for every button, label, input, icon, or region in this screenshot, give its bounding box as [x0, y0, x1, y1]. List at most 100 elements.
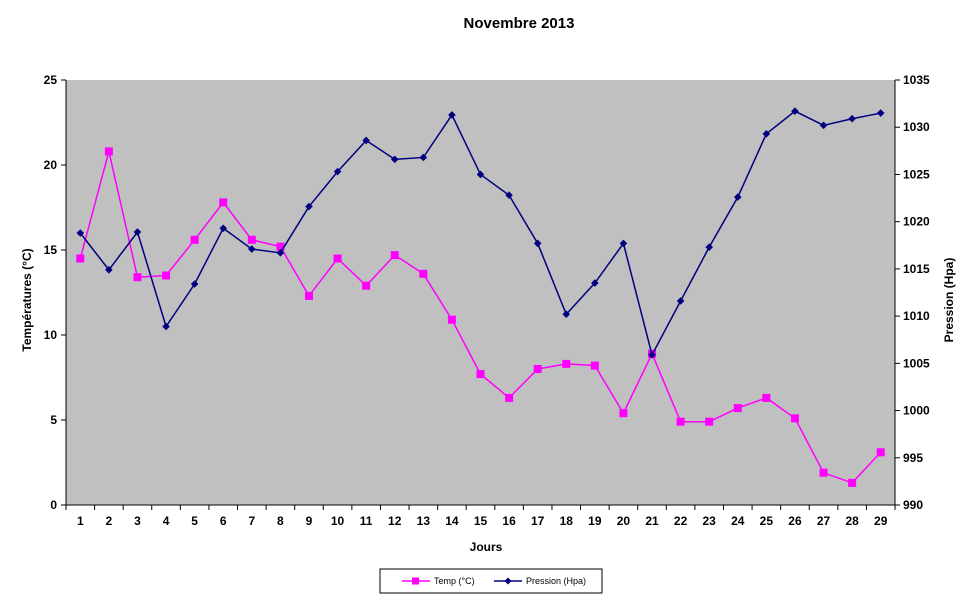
x-tick-label: 20 — [617, 514, 631, 528]
x-axis-title: Jours — [470, 540, 503, 554]
data-point — [676, 417, 685, 426]
legend-temp-marker — [412, 577, 419, 585]
data-point — [190, 280, 199, 288]
right-axis: 990 995 1000 1005 1010 1015 1020 1025 1030 1035 — [894, 73, 930, 512]
x-tick-label: 9 — [306, 514, 313, 528]
data-point — [619, 239, 628, 248]
left-tick-label: 20 — [44, 158, 58, 172]
data-point — [76, 229, 85, 237]
x-tick-label: 6 — [220, 514, 227, 528]
data-point — [591, 279, 599, 287]
data-point — [733, 404, 742, 413]
x-tick-label: 4 — [163, 514, 170, 528]
data-point — [762, 130, 771, 138]
data-point — [791, 107, 799, 115]
data-point — [562, 310, 571, 319]
left-tick-label: 5 — [50, 413, 57, 427]
data-point — [476, 370, 485, 379]
series-temperature — [76, 147, 885, 487]
data-point — [705, 243, 713, 251]
data-point — [876, 109, 885, 117]
data-point — [447, 315, 456, 324]
right-tick-label: 1025 — [903, 167, 930, 181]
x-tick-label: 24 — [731, 514, 745, 528]
x-tick-label: 17 — [531, 514, 545, 528]
series-layer — [76, 107, 885, 487]
x-tick-label: 29 — [874, 514, 888, 528]
x-tick-label: 27 — [817, 514, 831, 528]
data-point — [762, 393, 771, 402]
right-tick-label: 1020 — [903, 215, 930, 229]
series-pressure — [76, 107, 885, 359]
data-point — [819, 468, 828, 477]
data-point — [733, 193, 742, 201]
legend-pressure-marker — [504, 577, 512, 585]
x-tick-label: 23 — [703, 514, 717, 528]
right-tick-label: 1000 — [903, 404, 930, 418]
data-point — [162, 322, 170, 331]
x-tick-label: 14 — [445, 514, 459, 528]
right-tick-label: 1005 — [903, 356, 930, 370]
x-tick-label: 15 — [474, 514, 488, 528]
data-point — [133, 273, 142, 282]
x-tick-label: 10 — [331, 514, 345, 528]
data-point — [390, 155, 399, 164]
x-tick-label: 1 — [77, 514, 84, 528]
x-tick-label: 11 — [360, 514, 373, 528]
data-point — [276, 242, 285, 251]
x-tick-label: 3 — [134, 514, 141, 528]
data-point — [505, 191, 513, 200]
left-tick-label: 15 — [44, 243, 58, 257]
data-point — [819, 121, 828, 130]
data-point — [533, 239, 542, 248]
x-tick-label: 12 — [388, 514, 402, 528]
x-tick-label: 28 — [845, 514, 859, 528]
data-point — [362, 281, 371, 290]
left-tick-label: 10 — [44, 328, 58, 342]
data-point — [76, 254, 85, 263]
data-point — [505, 393, 514, 402]
data-point — [133, 228, 142, 236]
legend: Temp (°C) Pression (Hpa) — [379, 568, 603, 594]
left-axis: 0 5 10 15 20 25 — [44, 73, 67, 512]
x-tick-label: 25 — [760, 514, 774, 528]
right-tick-label: 995 — [903, 451, 923, 465]
x-axis: 1 2 3 4 5 6 7 8 9 10 11 12 13 14 15 16 17 18 19 20 21 22 23 24 2… — [65, 504, 896, 528]
legend-pressure-label: Pression (Hpa) — [526, 576, 586, 586]
x-tick-label: 8 — [277, 514, 284, 528]
left-tick-label: 25 — [44, 73, 58, 87]
x-tick-label: 16 — [502, 514, 516, 528]
right-tick-label: 1035 — [903, 73, 930, 87]
data-point — [619, 409, 628, 418]
data-point — [247, 235, 256, 244]
data-point — [705, 417, 714, 426]
data-point — [533, 365, 542, 373]
x-tick-label: 18 — [560, 514, 574, 528]
right-tick-label: 1030 — [903, 120, 930, 134]
data-point — [248, 245, 256, 253]
x-tick-label: 5 — [191, 514, 198, 528]
data-point — [190, 235, 199, 244]
data-point — [333, 167, 342, 176]
data-point — [848, 114, 856, 123]
data-point — [104, 147, 113, 156]
data-point — [305, 202, 313, 211]
data-point — [362, 136, 370, 145]
data-point — [219, 224, 228, 233]
data-point — [590, 361, 599, 370]
x-tick-label: 13 — [417, 514, 431, 528]
legend-temp-label: Temp (°C) — [434, 576, 475, 586]
data-point — [448, 111, 456, 119]
data-point — [276, 249, 285, 257]
right-axis-title: Pression (Hpa) — [942, 258, 956, 343]
data-point — [648, 351, 656, 359]
left-axis-title: Températures (°C) — [20, 248, 34, 351]
data-point — [304, 291, 313, 300]
data-point — [333, 254, 342, 263]
right-tick-label: 1010 — [903, 309, 930, 323]
left-tick-label: 0 — [50, 498, 57, 512]
data-point — [562, 359, 571, 368]
data-point — [219, 198, 228, 207]
x-tick-label: 7 — [248, 514, 255, 528]
data-point — [419, 269, 428, 278]
